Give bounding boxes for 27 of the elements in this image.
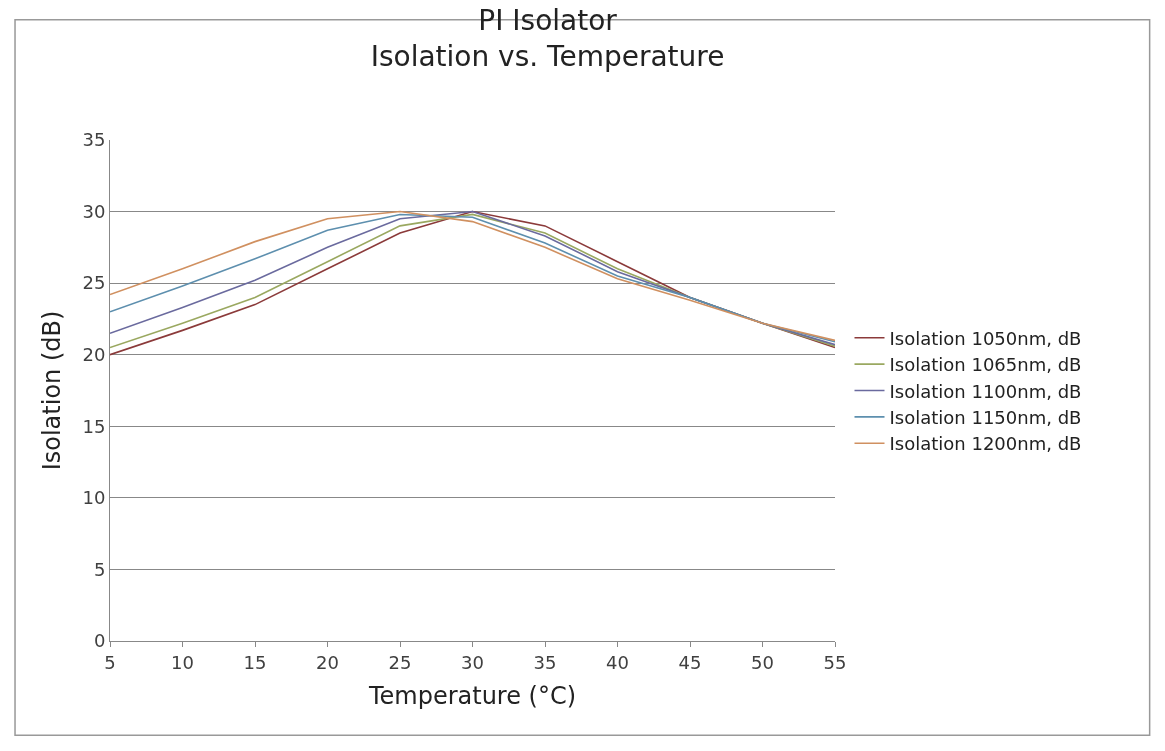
chart-title: PI Isolator <box>478 4 618 38</box>
legend-label: Isolation 1100nm, dB <box>889 380 1082 402</box>
chart-subtitle: Isolation vs. Temperature <box>370 40 725 74</box>
x-tick-label: 45 <box>678 651 702 673</box>
x-tick-label: 20 <box>316 651 339 673</box>
x-tick-label: 15 <box>243 651 267 673</box>
legend-label: Isolation 1200nm, dB <box>889 433 1082 455</box>
legend-label: Isolation 1050nm, dB <box>889 327 1082 349</box>
y-tick-label: 15 <box>82 415 106 437</box>
x-tick-label: 40 <box>606 651 629 673</box>
x-tick-label: 50 <box>751 651 774 673</box>
x-tick-label: 55 <box>823 651 847 673</box>
x-tick-label: 35 <box>533 651 557 673</box>
x-tick-label: 25 <box>388 651 412 673</box>
y-tick-label: 30 <box>82 200 106 222</box>
y-tick-label: 25 <box>82 272 106 294</box>
x-tick-label: 30 <box>461 651 484 673</box>
y-tick-label: 0 <box>93 630 106 652</box>
y-tick-label: 35 <box>82 129 106 151</box>
y-tick-label: 5 <box>93 558 106 580</box>
x-tick-label: 10 <box>171 651 194 673</box>
x-axis-title: Temperature (°C) <box>367 681 577 710</box>
legend-label: Isolation 1150nm, dB <box>889 406 1082 428</box>
legend-label: Isolation 1065nm, dB <box>889 354 1082 376</box>
y-tick-label: 20 <box>82 344 106 366</box>
y-tick-label: 10 <box>82 487 106 509</box>
y-axis-title: Isolation (dB) <box>37 310 66 471</box>
